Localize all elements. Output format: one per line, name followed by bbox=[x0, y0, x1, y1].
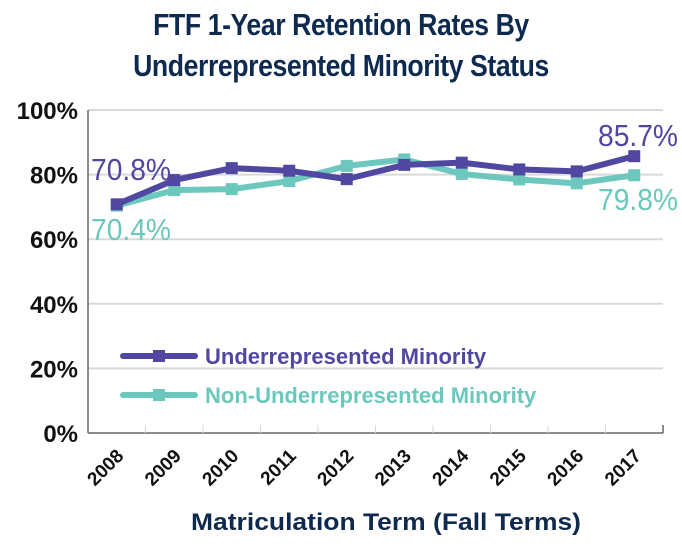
data-point bbox=[455, 167, 468, 180]
series-non-underrepresented-minority bbox=[110, 153, 641, 212]
x-tick-label: 2015 bbox=[486, 445, 531, 490]
y-tick-label: 80% bbox=[30, 163, 78, 190]
chart-title-line-2: Underrepresented Minority Status bbox=[133, 48, 549, 83]
legend-label: Underrepresented Minority bbox=[205, 344, 487, 369]
legend-label: Non-Underrepresented Minority bbox=[205, 383, 537, 408]
series-lines bbox=[110, 150, 641, 212]
data-point bbox=[110, 198, 123, 211]
data-point bbox=[513, 163, 526, 176]
data-point bbox=[225, 183, 238, 196]
data-point bbox=[398, 158, 411, 171]
y-tick-label: 40% bbox=[30, 292, 78, 319]
x-tick-label: 2008 bbox=[84, 446, 129, 491]
x-tick-label: 2010 bbox=[199, 446, 244, 491]
data-point bbox=[513, 173, 526, 186]
x-tick-label: 2013 bbox=[371, 446, 416, 491]
data-label-2008-urm: 70.8% bbox=[91, 152, 171, 187]
data-point bbox=[455, 156, 468, 169]
x-axis-tick-labels: 2008 2009 2010 2011 2012 2013 2014 2015 2016 2017 bbox=[84, 445, 646, 490]
axes bbox=[87, 110, 664, 434]
data-point bbox=[168, 174, 181, 187]
chart-title-line-1: FTF 1-Year Retention Rates By bbox=[153, 7, 529, 42]
x-tick-label: 2016 bbox=[544, 446, 589, 491]
y-axis-tick-labels: 0% 20% 40% 60% 80% 100% bbox=[17, 98, 78, 448]
data-point bbox=[340, 173, 353, 186]
data-label-2017-non-urm: 79.8% bbox=[598, 182, 678, 217]
series-line bbox=[115, 153, 636, 208]
data-point bbox=[570, 165, 583, 178]
y-tick-label: 20% bbox=[30, 356, 78, 383]
x-axis-title: Matriculation Term (Fall Terms) bbox=[191, 509, 581, 536]
data-point bbox=[225, 162, 238, 175]
x-tick-label: 2011 bbox=[257, 445, 301, 489]
data-point bbox=[283, 175, 296, 188]
x-tick-label: 2017 bbox=[601, 446, 646, 491]
data-point bbox=[340, 159, 353, 172]
data-label-2017-urm: 85.7% bbox=[598, 118, 678, 153]
data-point bbox=[283, 164, 296, 177]
data-point bbox=[168, 184, 181, 197]
y-tick-label: 60% bbox=[30, 227, 78, 254]
data-label-2008-non-urm: 70.4% bbox=[91, 212, 171, 247]
x-tick-label: 2014 bbox=[429, 445, 474, 490]
series-line bbox=[115, 156, 635, 209]
data-point bbox=[628, 150, 641, 163]
gridlines bbox=[88, 109, 663, 370]
series-underrepresented-minority bbox=[110, 150, 641, 211]
data-annotations: 70.8% 70.4% 85.7% 79.8% bbox=[91, 118, 678, 247]
legend-marker-swatch bbox=[153, 350, 165, 362]
x-tick-label: 2009 bbox=[141, 446, 186, 491]
legend: Underrepresented Minority Non-Underrepres… bbox=[120, 344, 537, 408]
legend-marker-swatch bbox=[153, 389, 165, 401]
y-tick-label: 0% bbox=[43, 421, 78, 448]
data-point bbox=[628, 169, 641, 182]
x-tick-label: 2012 bbox=[314, 446, 359, 491]
y-tick-label: 100% bbox=[17, 98, 78, 125]
data-point bbox=[570, 177, 583, 190]
